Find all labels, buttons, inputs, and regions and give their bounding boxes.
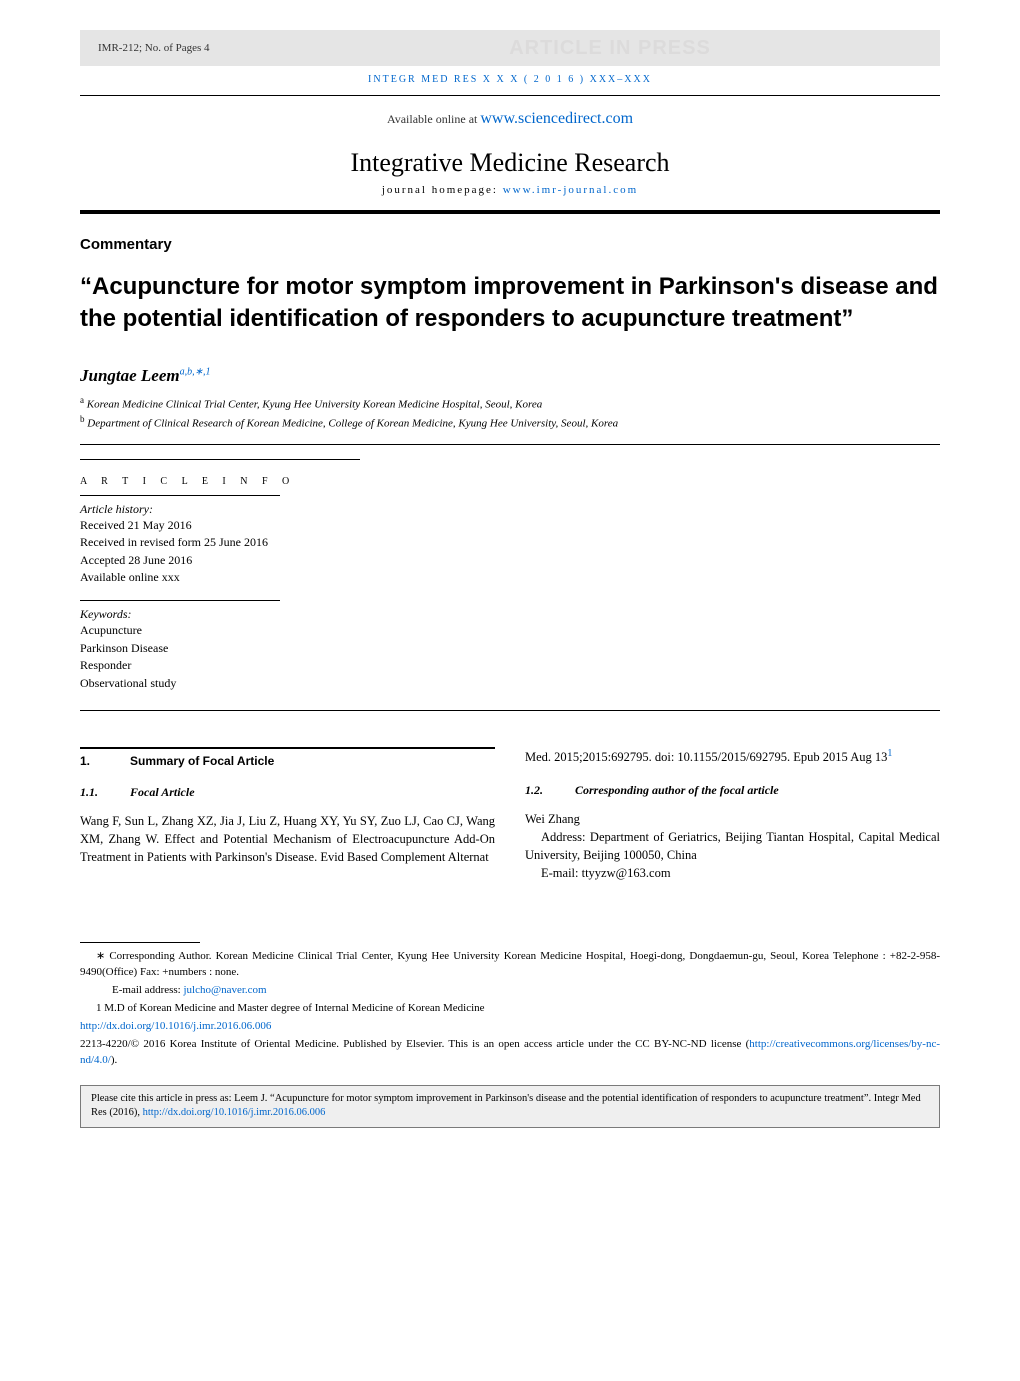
history-received: Received 21 May 2016 [80,517,360,534]
footnote-star-text: ∗ Corresponding Author. Korean Medicine … [80,950,940,978]
journal-title: Integrative Medicine Research [0,148,1020,178]
affil-b-text: Department of Clinical Research of Korea… [85,417,619,429]
history-online: Available online xxx [80,569,360,586]
section-1-1-title: Focal Article [130,785,195,799]
author-line: Jungtae Leema,b,∗,1 [80,366,940,386]
footnote-corresponding: ∗ Corresponding Author. Korean Medicine … [80,949,940,981]
footnote-doi: http://dx.doi.org/10.1016/j.imr.2016.06.… [80,1019,940,1035]
focal-tail-text: Med. 2015;2015:692795. doi: 10.1155/2015… [525,750,887,764]
availability-block: Available online at www.sciencedirect.co… [0,96,1020,138]
keyword-3: Responder [80,657,360,674]
ref-1-link[interactable]: 1 [887,748,892,759]
footnote-copyright: 2213-4220/© 2016 Korea Institute of Orie… [80,1037,940,1069]
keywords-label: Keywords: [80,607,360,622]
journal-citation-link[interactable]: INTEGR MED RES X X X ( 2 0 1 6 ) XXX–XXX [368,74,652,85]
footnotes: ∗ Corresponding Author. Korean Medicine … [80,949,940,1069]
footnote-email: E-mail address: julcho@naver.com [80,983,940,999]
info-rule-1 [80,495,280,496]
rule-after-affil [80,444,940,445]
focal-paragraph: Wang F, Sun L, Zhang XZ, Jia J, Liu Z, H… [80,812,495,866]
section-1-heading: 1.Summary of Focal Article [80,747,495,770]
in-press-banner: ARTICLE IN PRESS [298,37,922,60]
article-title: “Acupuncture for motor symptom improveme… [80,271,940,336]
affiliations: a Korean Medicine Clinical Trial Center,… [80,394,940,432]
cite-doi-link[interactable]: http://dx.doi.org/10.1016/j.imr.2016.06.… [143,1107,326,1118]
author-name: Jungtae Leem [80,366,180,385]
section-1-2-num: 1.2. [525,782,575,799]
article-id: IMR-212; No. of Pages 4 [98,42,298,54]
footnote-1: 1 M.D of Korean Medicine and Master degr… [80,1001,940,1017]
history-label: Article history: [80,502,360,517]
rule-thick [80,210,940,214]
homepage-label: journal homepage: [382,184,503,196]
corr-name: Wei Zhang [525,810,940,828]
history-revised: Received in revised form 25 June 2016 [80,534,360,551]
keyword-2: Parkinson Disease [80,640,360,657]
section-1-title: Summary of Focal Article [130,754,274,768]
section-1-num: 1. [80,753,130,770]
cite-box: Please cite this article in press as: Le… [80,1085,940,1128]
two-column-body: 1.Summary of Focal Article 1.1.Focal Art… [80,747,940,882]
affil-a-text: Korean Medicine Clinical Trial Center, K… [84,398,542,410]
rule-after-info [80,710,940,711]
footnote-doi-link[interactable]: http://dx.doi.org/10.1016/j.imr.2016.06.… [80,1020,271,1032]
copyright-post: ). [111,1054,117,1066]
footnote-separator [80,942,200,943]
footnote-email-label: E-mail address: [112,984,183,996]
affiliation-a: a Korean Medicine Clinical Trial Center,… [80,394,940,413]
section-1-1-num: 1.1. [80,784,130,801]
article-type: Commentary [80,236,940,253]
section-1-1-heading: 1.1.Focal Article [80,784,495,801]
header-bar: IMR-212; No. of Pages 4 ARTICLE IN PRESS [80,30,940,66]
availability-prefix: Available online at [387,112,480,126]
journal-citation-line: INTEGR MED RES X X X ( 2 0 1 6 ) XXX–XXX [0,74,1020,85]
author-superscripts[interactable]: a,b,∗,1 [180,366,211,377]
corr-addr: Address: Department of Geriatrics, Beiji… [525,828,940,864]
article-info-heading: A R T I C L E I N F O [80,476,360,487]
keyword-1: Acupuncture [80,622,360,639]
info-rule-2 [80,600,280,601]
copyright-pre: 2213-4220/© 2016 Korea Institute of Orie… [80,1038,749,1050]
corr-email: E-mail: ttyyzw@163.com [525,864,940,882]
section-1-2-title: Corresponding author of the focal articl… [575,783,779,797]
column-left: 1.Summary of Focal Article 1.1.Focal Art… [80,747,495,882]
article-info-block: A R T I C L E I N F O Article history: R… [80,459,360,711]
column-right: Med. 2015;2015:692795. doi: 10.1155/2015… [525,747,940,882]
footnote-email-link[interactable]: julcho@naver.com [183,984,266,996]
history-accepted: Accepted 28 June 2016 [80,552,360,569]
affiliation-b: b Department of Clinical Research of Kor… [80,413,940,432]
section-1-2-heading: 1.2.Corresponding author of the focal ar… [525,782,940,799]
footnote-1-text: 1 M.D of Korean Medicine and Master degr… [96,1002,485,1014]
keyword-4: Observational study [80,675,360,692]
homepage-link[interactable]: www.imr-journal.com [503,184,638,196]
sciencedirect-link[interactable]: www.sciencedirect.com [480,110,633,127]
homepage-line: journal homepage: www.imr-journal.com [0,184,1020,196]
focal-tail: Med. 2015;2015:692795. doi: 10.1155/2015… [525,747,940,766]
